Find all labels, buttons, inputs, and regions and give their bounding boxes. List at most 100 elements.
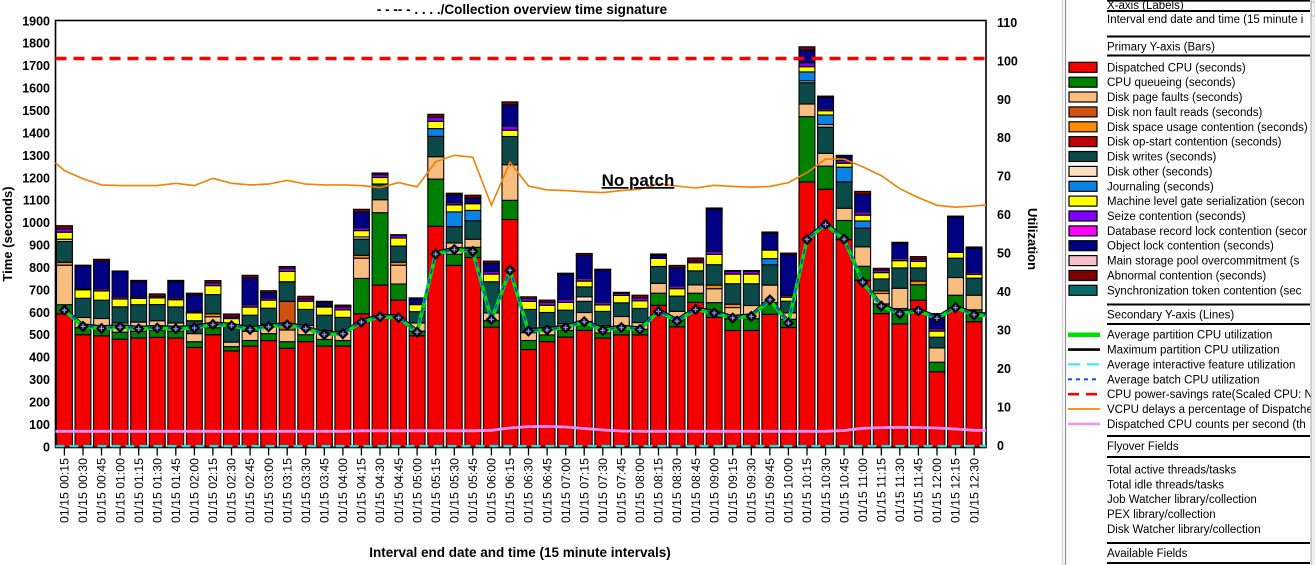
svg-text:Average partition CPU utilizat: Average partition CPU utilization: [1107, 330, 1272, 342]
svg-text:800: 800: [29, 261, 50, 275]
svg-text:Total idle threads/tasks: Total idle threads/tasks: [1107, 479, 1224, 491]
svg-text:01/15 06:45: 01/15 06:45: [540, 458, 554, 523]
svg-text:1700: 1700: [22, 59, 50, 73]
svg-text:1900: 1900: [22, 14, 50, 28]
svg-text:01/15 08:00: 01/15 08:00: [633, 458, 647, 523]
svg-text:01/15 00:30: 01/15 00:30: [76, 458, 90, 523]
svg-text:01/15 07:45: 01/15 07:45: [615, 458, 629, 523]
svg-text:Disk space usage contention (s: Disk space usage contention (seconds): [1107, 122, 1308, 134]
svg-text:01/15 05:45: 01/15 05:45: [466, 458, 480, 523]
svg-text:Disk page faults (seconds): Disk page faults (seconds): [1107, 92, 1243, 104]
svg-text:90: 90: [997, 93, 1011, 107]
svg-text:700: 700: [29, 283, 50, 297]
svg-text:01/15 09:00: 01/15 09:00: [707, 458, 721, 523]
svg-text:- - -- - . . . ./Collection ov: - - -- - . . . ./Collection overview tim…: [377, 2, 668, 17]
svg-text:01/15 01:00: 01/15 01:00: [113, 458, 127, 523]
svg-text:Utilization: Utilization: [1025, 208, 1040, 270]
svg-text:01/15 11:45: 01/15 11:45: [912, 458, 926, 522]
svg-text:1500: 1500: [22, 104, 50, 118]
svg-text:01/15 03:30: 01/15 03:30: [299, 458, 313, 523]
svg-text:01/15 00:45: 01/15 00:45: [95, 458, 109, 523]
svg-text:Time (seconds): Time (seconds): [0, 186, 15, 281]
svg-text:40: 40: [997, 285, 1011, 299]
svg-text:01/15 04:15: 01/15 04:15: [355, 458, 369, 523]
svg-text:VCPU delays a percentage of Di: VCPU delays a percentage of Dispatche: [1107, 404, 1313, 416]
svg-text:01/15 06:15: 01/15 06:15: [503, 458, 517, 523]
svg-text:01/15 05:00: 01/15 05:00: [410, 458, 424, 523]
svg-text:X-axis (Labels): X-axis (Labels): [1107, 0, 1184, 12]
svg-text:110: 110: [997, 16, 1017, 30]
svg-text:01/15 02:00: 01/15 02:00: [188, 458, 202, 523]
svg-text:01/15 01:15: 01/15 01:15: [132, 458, 146, 523]
svg-text:500: 500: [29, 328, 50, 342]
svg-text:01/15 10:30: 01/15 10:30: [819, 458, 833, 523]
svg-text:CPU queueing (seconds): CPU queueing (seconds): [1107, 77, 1236, 89]
svg-text:01/15 07:00: 01/15 07:00: [559, 458, 573, 523]
svg-text:01/15 08:15: 01/15 08:15: [652, 458, 666, 523]
svg-text:01/15 11:30: 01/15 11:30: [893, 458, 907, 522]
svg-text:01/15 09:30: 01/15 09:30: [745, 458, 759, 523]
svg-text:300: 300: [29, 373, 50, 387]
svg-text:1300: 1300: [22, 149, 50, 163]
svg-text:Main storage pool overcommitme: Main storage pool overcommitment (s: [1107, 256, 1300, 268]
svg-text:01/15 01:30: 01/15 01:30: [150, 458, 164, 523]
svg-text:1200: 1200: [22, 171, 50, 185]
svg-text:01/15 06:30: 01/15 06:30: [522, 458, 536, 523]
svg-text:PEX library/collection: PEX library/collection: [1107, 509, 1216, 521]
svg-text:Average interactive feature ut: Average interactive feature utilization: [1107, 359, 1295, 371]
svg-text:Secondary Y-axis (Lines): Secondary Y-axis (Lines): [1107, 310, 1234, 322]
svg-text:Interval end date and time (15: Interval end date and time (15 minute i: [1107, 14, 1303, 26]
svg-text:Interval end date and time (15: Interval end date and time (15 minute in…: [369, 545, 671, 560]
svg-text:0: 0: [997, 439, 1004, 453]
svg-text:10: 10: [997, 401, 1011, 415]
svg-text:01/15 07:15: 01/15 07:15: [577, 458, 591, 523]
svg-text:200: 200: [29, 396, 50, 410]
svg-text:01/15 02:15: 01/15 02:15: [206, 458, 220, 523]
svg-text:Machine level gate serializati: Machine level gate serialization (secon: [1107, 196, 1305, 208]
svg-text:01/15 05:30: 01/15 05:30: [448, 458, 462, 523]
svg-text:01/15 11:00: 01/15 11:00: [856, 458, 870, 522]
svg-text:Maximum partition CPU utilizat: Maximum partition CPU utilization: [1107, 345, 1280, 357]
svg-text:70: 70: [997, 170, 1011, 184]
svg-text:01/15 03:15: 01/15 03:15: [280, 458, 294, 523]
svg-text:No patch: No patch: [602, 171, 675, 190]
svg-text:01/15 06:00: 01/15 06:00: [485, 458, 499, 523]
svg-text:01/15 12:00: 01/15 12:00: [930, 458, 944, 523]
svg-text:Available Fields: Available Fields: [1107, 548, 1188, 560]
svg-text:1800: 1800: [22, 37, 50, 51]
svg-text:01/15 08:30: 01/15 08:30: [670, 458, 684, 523]
svg-text:01/15 10:45: 01/15 10:45: [837, 458, 851, 523]
svg-text:Disk op-start contention (seco: Disk op-start contention (seconds): [1107, 137, 1282, 149]
svg-text:60: 60: [997, 208, 1011, 222]
svg-text:01/15 00:15: 01/15 00:15: [58, 458, 72, 523]
svg-text:01/15 08:45: 01/15 08:45: [689, 458, 703, 523]
svg-text:1000: 1000: [22, 216, 50, 230]
svg-text:01/15 02:30: 01/15 02:30: [225, 458, 239, 523]
svg-text:Dispatched CPU (seconds): Dispatched CPU (seconds): [1107, 62, 1246, 74]
svg-text:100: 100: [997, 54, 1018, 68]
svg-text:Abnormal contention (seconds): Abnormal contention (seconds): [1107, 271, 1266, 283]
svg-text:01/15 09:45: 01/15 09:45: [763, 458, 777, 523]
svg-text:50: 50: [997, 247, 1011, 261]
svg-text:01/15 04:45: 01/15 04:45: [392, 458, 406, 523]
svg-text:1100: 1100: [23, 194, 50, 208]
svg-text:Disk other (seconds): Disk other (seconds): [1107, 166, 1213, 178]
svg-text:20: 20: [997, 362, 1011, 376]
svg-text:01/15 12:30: 01/15 12:30: [967, 458, 981, 523]
svg-text:CPU power-savings rate(Scaled: CPU power-savings rate(Scaled CPU: N: [1107, 389, 1313, 401]
svg-text:Journaling (seconds): Journaling (seconds): [1107, 181, 1214, 193]
svg-text:Disk non fault reads (seconds): Disk non fault reads (seconds): [1107, 107, 1262, 119]
svg-text:Object lock contention (second: Object lock contention (seconds): [1107, 241, 1274, 253]
svg-text:30: 30: [997, 324, 1011, 338]
svg-text:01/15 04:00: 01/15 04:00: [336, 458, 350, 523]
svg-text:1600: 1600: [22, 82, 50, 96]
svg-text:01/15 02:45: 01/15 02:45: [243, 458, 257, 523]
svg-text:Average batch CPU utilization: Average batch CPU utilization: [1107, 374, 1260, 386]
svg-text:Database record lock contentio: Database record lock contention (secor: [1107, 226, 1307, 238]
svg-text:Synchronization token contenti: Synchronization token contention (sec: [1107, 285, 1302, 297]
svg-text:100: 100: [29, 418, 50, 432]
svg-text:Seize contention (seconds): Seize contention (seconds): [1107, 211, 1246, 223]
svg-text:01/15 10:15: 01/15 10:15: [800, 458, 814, 523]
svg-text:900: 900: [29, 239, 50, 253]
svg-text:01/15 12:15: 01/15 12:15: [949, 458, 963, 523]
